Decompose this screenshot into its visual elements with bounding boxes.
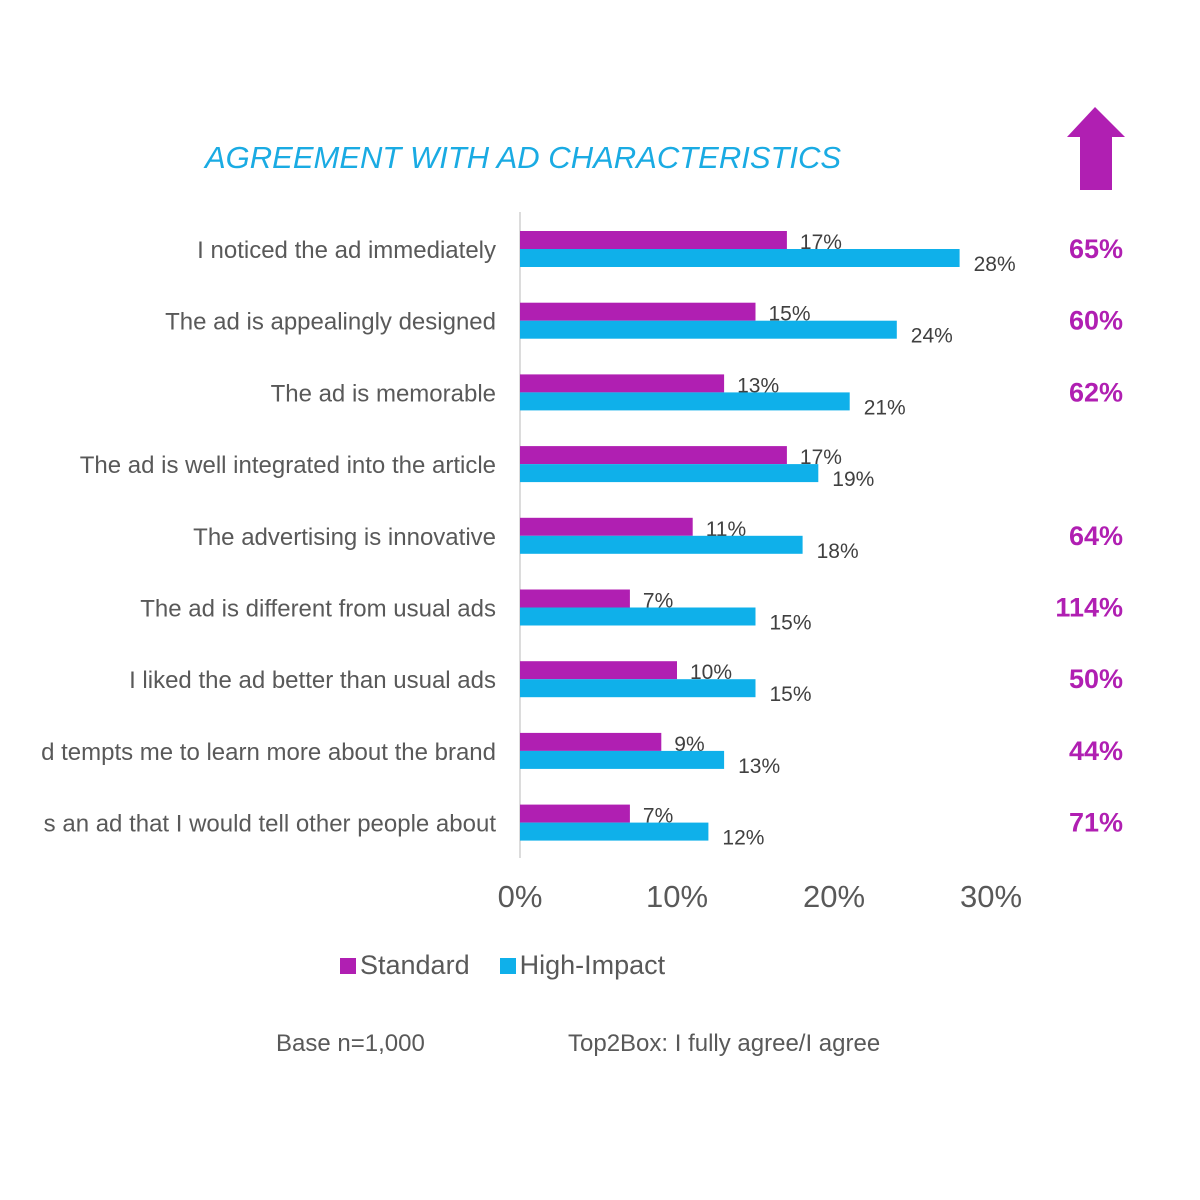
bar-high-impact [520,750,725,769]
category-label: The ad is memorable [271,380,496,407]
data-label-high-impact: 24% [911,325,953,348]
legend: Standard High-Impact [340,950,695,981]
legend-item-standard: Standard [340,950,470,981]
bar-standard [520,517,693,536]
arrow-up-icon [1067,107,1125,190]
data-label-standard: 10% [690,661,732,684]
data-label-standard: 7% [643,805,673,828]
category-label: I noticed the ad immediately [197,237,496,264]
category-label: The ad is appealingly designed [165,309,496,336]
data-label-high-impact: 15% [770,612,812,635]
data-label-standard: 17% [800,231,842,254]
footnote-top2box: Top2Box: I fully agree/I agree [568,1030,881,1057]
bar-high-impact [520,249,960,267]
uplift-label: 114% [1055,593,1123,623]
category-label: The ad is different from usual ads [140,596,496,623]
footnote-base: Base n=1,000 [276,1030,425,1057]
data-label-standard: 9% [674,733,704,756]
bar-standard [520,732,662,751]
bar-standard [520,231,787,249]
bar-standard [520,661,677,680]
bar-standard [520,374,725,393]
data-label-high-impact: 18% [817,540,859,563]
data-label-high-impact: 12% [722,827,764,850]
x-tick-label: 30% [960,879,1022,914]
bar-standard [520,804,630,823]
data-label-standard: 13% [737,374,779,397]
category-label: d tempts me to learn more about the bran… [41,739,496,766]
uplift-label: 60% [1069,306,1123,336]
data-label-high-impact: 13% [738,755,780,778]
bar-standard [520,446,787,465]
bar-standard [520,589,630,608]
category-label: The advertising is innovative [193,524,496,551]
data-label-standard: 11% [706,518,746,541]
uplift-label: 50% [1069,664,1123,694]
bar-high-impact [520,535,803,554]
data-label-standard: 7% [643,590,673,613]
data-label-standard: 15% [769,303,811,326]
legend-label-standard: Standard [360,950,470,980]
uplift-label: 64% [1069,521,1123,551]
data-label-high-impact: 19% [832,468,874,491]
data-label-high-impact: 21% [864,396,906,419]
legend-label-high-impact: High-Impact [519,950,666,980]
data-label-high-impact: 15% [770,683,812,706]
legend-item-high-impact: High-Impact [499,950,666,981]
data-label-standard: 17% [800,446,842,469]
bar-chart: I noticed the ad immediately 17% 28% 65% The… [41,212,1123,914]
bar-high-impact [520,320,897,339]
bar-high-impact [520,607,756,626]
bar-high-impact [520,464,819,483]
bar-high-impact [520,392,850,411]
uplift-label: 71% [1069,808,1123,838]
legend-swatch-standard [340,957,356,974]
legend-swatch-high-impact [499,957,516,974]
data-label-high-impact: 28% [974,253,1016,276]
category-label: I liked the ad better than usual ads [129,667,496,694]
bar-high-impact [520,679,756,698]
x-tick-label: 20% [803,879,865,914]
chart-title: AGREEMENT WITH AD CHARACTERISTICS [205,140,842,175]
x-tick-label: 0% [498,879,543,914]
uplift-label: 65% [1069,234,1123,264]
category-label: s an ad that I would tell other people a… [44,811,497,838]
x-tick-label: 10% [646,879,708,914]
bar-high-impact [520,822,709,841]
category-label: The ad is well integrated into the artic… [80,452,496,479]
bar-standard [520,302,756,321]
uplift-label: 44% [1069,736,1123,766]
uplift-label: 62% [1069,377,1123,407]
